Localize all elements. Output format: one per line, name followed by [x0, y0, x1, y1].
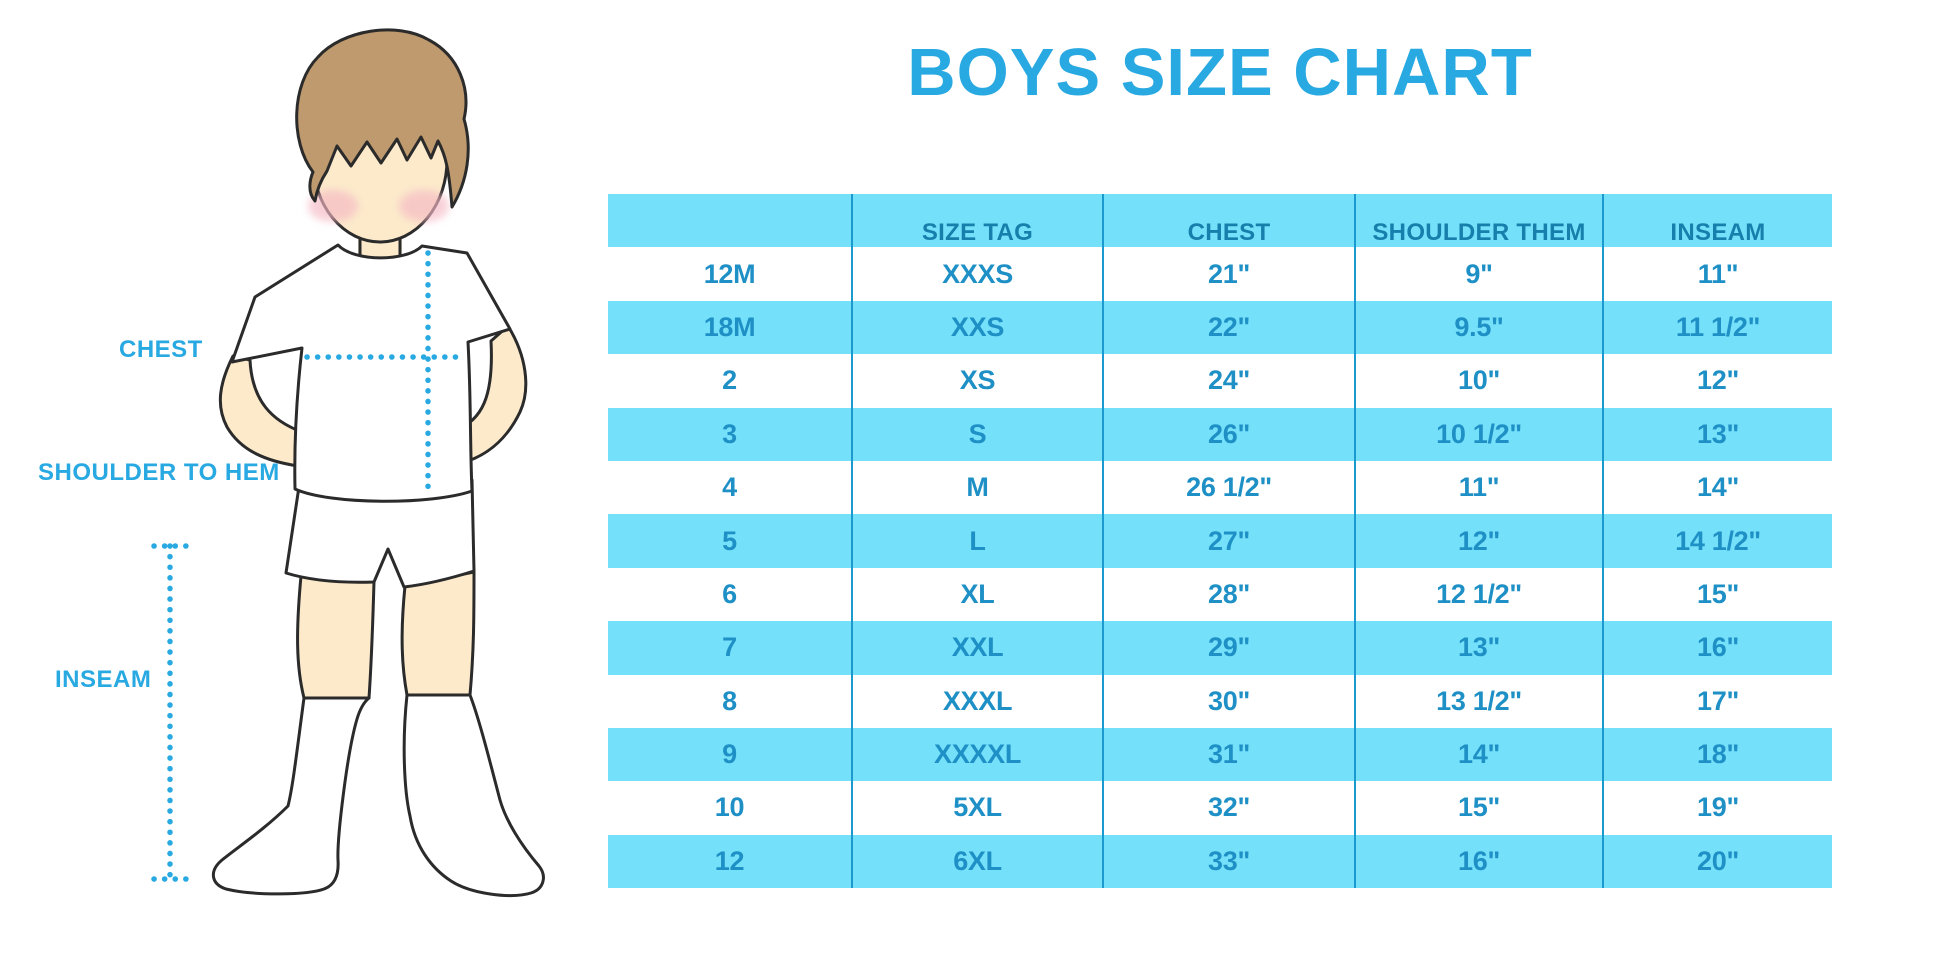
table-cell: 5 [608, 514, 853, 568]
table-cell: 4 [608, 460, 853, 515]
table-cell: 12 1/2" [1356, 567, 1604, 622]
table-cell: 18M [608, 300, 853, 355]
table-cell: XXXXL [853, 727, 1104, 782]
table-cell: XXL [853, 621, 1104, 675]
table-cell: 24" [1104, 354, 1356, 408]
table-cell: 13 1/2" [1356, 674, 1604, 728]
table-cell: 2 [608, 354, 853, 408]
table-cell: S [853, 407, 1104, 461]
table-cell: 32" [1104, 781, 1356, 835]
table-cell: M [853, 460, 1104, 515]
left-sock [212, 696, 371, 896]
table-cell: XXXS [853, 247, 1104, 301]
shirt [230, 243, 512, 503]
table-cell: 13" [1604, 407, 1832, 461]
table-cell: 5XL [853, 781, 1104, 835]
inseam-label: INSEAM [55, 666, 152, 693]
table-cell: XXXL [853, 674, 1104, 728]
table-cell: 26" [1104, 407, 1356, 461]
table-cell: 12" [1604, 354, 1832, 408]
boy-figure-illustration [151, 28, 545, 898]
table-cell: 18" [1604, 727, 1832, 782]
table-cell: 11" [1356, 460, 1604, 515]
table-cell: 30" [1104, 674, 1356, 728]
table-cell: 13" [1356, 621, 1604, 675]
table-cell: 6XL [853, 834, 1104, 889]
left-leg [296, 574, 376, 700]
right-arm [455, 324, 528, 465]
table-cell: 19" [1604, 781, 1832, 835]
shorts [284, 478, 476, 589]
table-cell: 14 1/2" [1604, 514, 1832, 568]
table-cell: 12" [1356, 514, 1604, 568]
table-cell: 12M [608, 247, 853, 301]
table-cell: 10" [1356, 354, 1604, 408]
right-sock [402, 693, 545, 898]
table-cell: 8 [608, 674, 853, 728]
table-cell: 27" [1104, 514, 1356, 568]
table-cell: 20" [1604, 834, 1832, 889]
table-cell: 14" [1604, 460, 1832, 515]
left-arm [218, 354, 304, 468]
table-cell: 12 [608, 834, 853, 889]
hair [295, 28, 470, 209]
table-cell: 17" [1604, 674, 1832, 728]
table-cell: 16" [1604, 621, 1832, 675]
shoulder-to-hem-label: SHOULDER TO HEM [38, 459, 280, 486]
measurement-guides [151, 250, 468, 882]
table-cell: 11" [1604, 247, 1832, 301]
cheeks [308, 190, 449, 222]
page-title: BOYS SIZE CHART [907, 35, 1533, 110]
table-cell: XL [853, 567, 1104, 622]
table-cell: 22" [1104, 300, 1356, 355]
chest-label: CHEST [119, 336, 203, 363]
table-cell: 6 [608, 567, 853, 622]
table-cell: 7 [608, 621, 853, 675]
table-cell: XXS [853, 300, 1104, 355]
table-cell: 9.5" [1356, 300, 1604, 355]
right-leg [400, 570, 476, 697]
table-cell: 3 [608, 407, 853, 461]
table-cell: 16" [1356, 834, 1604, 889]
table-cell: 28" [1104, 567, 1356, 622]
table-cell: 9 [608, 727, 853, 782]
table-cell: 15" [1604, 567, 1832, 622]
table-cell: 10 [608, 781, 853, 835]
table-cell: 11 1/2" [1604, 300, 1832, 355]
table-cell: 10 1/2" [1356, 407, 1604, 461]
table-cell: 31" [1104, 727, 1356, 782]
table-cell: 21" [1104, 247, 1356, 301]
table-cell: L [853, 514, 1104, 568]
table-cell: XS [853, 354, 1104, 408]
size-table: SIZE TAG CHEST SHOULDER THEM INSEAM 12M XXXS 2… [608, 194, 1832, 889]
table-cell: 14" [1356, 727, 1604, 782]
table-cell: 29" [1104, 621, 1356, 675]
table-cell: 33" [1104, 834, 1356, 889]
table-cell: 26 1/2" [1104, 460, 1356, 515]
table-cell: 9" [1356, 247, 1604, 301]
table-cell: 15" [1356, 781, 1604, 835]
